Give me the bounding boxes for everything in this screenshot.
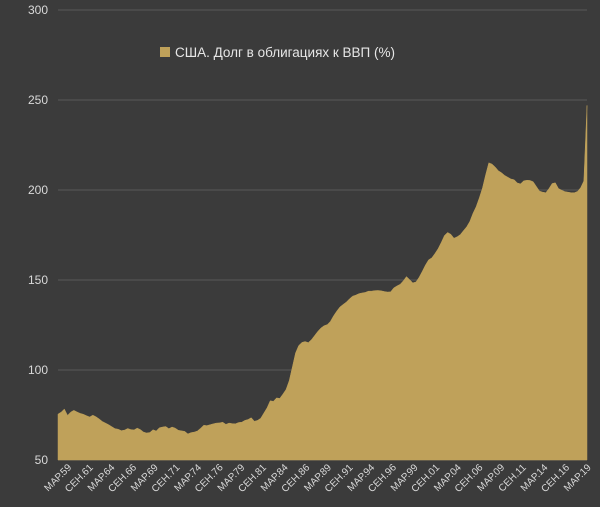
legend: США. Долг в облигациях к ВВП (%) [160, 45, 395, 60]
y-tick-label: 300 [28, 3, 48, 17]
y-tick-label: 100 [28, 363, 48, 377]
y-tick-label: 50 [35, 453, 49, 467]
y-tick-label: 150 [28, 273, 48, 287]
legend-swatch [160, 47, 170, 57]
legend-label: США. Долг в облигациях к ВВП (%) [175, 45, 395, 60]
series-area [57, 105, 588, 461]
y-tick-label: 250 [28, 93, 48, 107]
y-tick-label: 200 [28, 183, 48, 197]
y-axis: 50 100 150 200 250 300 [28, 3, 48, 467]
series-layer [57, 105, 588, 461]
